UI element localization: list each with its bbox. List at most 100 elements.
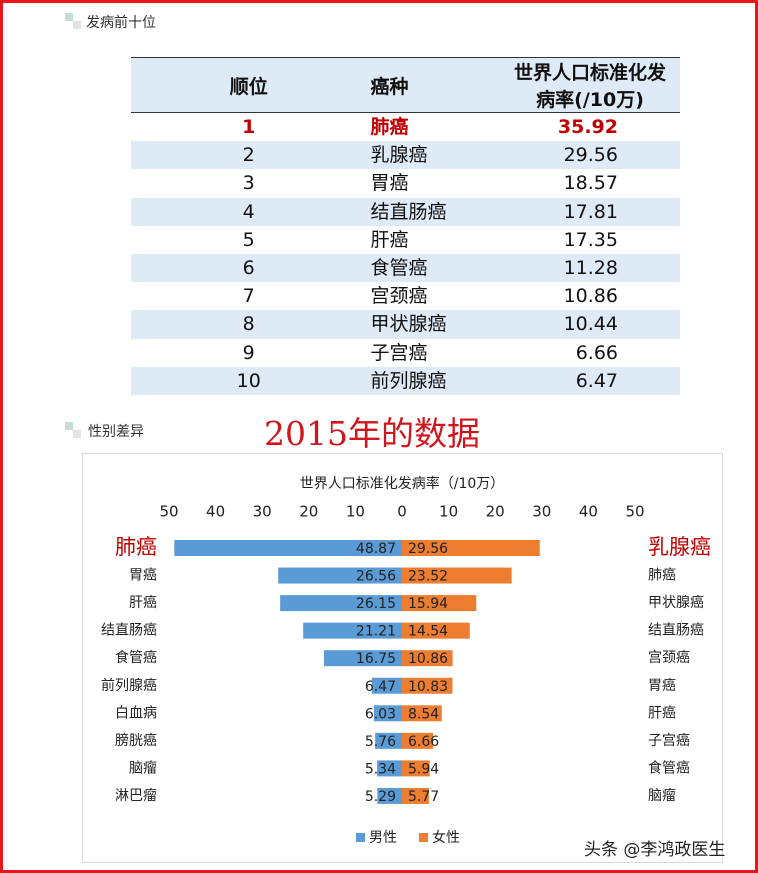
category-label: 结直肠癌 [648, 622, 704, 639]
table-row: 4 结直肠癌 17.81 [131, 197, 680, 226]
category-label: 食管癌 [115, 649, 157, 666]
table-cell: 18.57 [563, 172, 618, 195]
x-tick-label: 40 [579, 503, 598, 521]
value-label: 5.77 [408, 789, 439, 805]
value-label: 6.03 [365, 706, 396, 722]
value-label: 6.66 [408, 734, 439, 750]
section-title: 发病前十位 [86, 15, 156, 31]
category-label: 食管癌 [648, 759, 690, 776]
bar [174, 540, 402, 556]
table-row: 2 乳腺癌 29.56 [131, 141, 680, 170]
category-label: 白血病 [115, 705, 157, 721]
value-label: 48.87 [356, 541, 396, 557]
category-label: 肝癌 [648, 705, 676, 721]
table-row: 6 食管癌 11.28 [131, 253, 680, 283]
header-cell: 世界人口标准化发病率(/10万) [510, 57, 680, 113]
table-row: 8 甲状腺癌 10.44 [131, 310, 680, 339]
bar [402, 567, 512, 584]
value-label: 6.47 [365, 679, 396, 695]
category-label: 膀胱癌 [115, 732, 157, 749]
value-label: 23.52 [408, 569, 448, 585]
x-tick-label: 40 [206, 503, 225, 521]
watermark: 头条 @李鸿政医生 [584, 840, 726, 860]
bar [402, 705, 442, 722]
bar [303, 622, 402, 639]
table-cell: 3 [242, 172, 255, 195]
banner: 2015年的数据 [264, 414, 480, 453]
x-tick-label: 30 [532, 503, 551, 521]
legend-swatch [356, 833, 365, 842]
table-cell: 乳腺癌 [366, 141, 511, 170]
table-cell: 5 [242, 228, 255, 251]
icon [73, 430, 81, 438]
table-row: 9 子宫癌 6.66 [131, 339, 680, 367]
table-cell: 4 [131, 197, 367, 226]
legend-swatch [419, 833, 428, 842]
category-label: 胃癌 [129, 568, 157, 584]
table-cell: 10.86 [563, 285, 618, 308]
bar [402, 787, 429, 804]
table-row: 1 肺癌 35.92 [131, 113, 680, 142]
bar [278, 567, 402, 584]
bar [402, 677, 453, 694]
category-label: 肺癌 [648, 568, 676, 584]
icon [65, 422, 73, 430]
bar [377, 787, 402, 804]
header-cell: 癌种 [366, 57, 511, 113]
value-label: 5.34 [365, 761, 396, 777]
bar [402, 595, 477, 612]
value-label: 10.86 [408, 651, 448, 667]
table-cell: 10.44 [510, 310, 680, 339]
table-cell: 结直肠癌 [366, 197, 511, 226]
value-label: 21.21 [356, 624, 396, 640]
category-label: 脑瘤 [648, 787, 676, 804]
bar [371, 677, 402, 694]
table-cell: 29.56 [510, 141, 680, 170]
category-label: 乳腺癌 [648, 535, 711, 559]
table-cell: 子宫癌 [370, 341, 428, 364]
value-label: 10.83 [408, 679, 448, 695]
table-cell: 35.92 [557, 116, 618, 139]
value-label: 29.56 [408, 541, 448, 557]
legend-label: 男性 [369, 830, 397, 846]
table-cell: 6.47 [510, 366, 680, 395]
table-cell: 11.28 [510, 253, 680, 283]
table-cell: 2 [131, 141, 367, 170]
x-tick-label: 30 [253, 503, 272, 521]
table-cell: 17.35 [563, 228, 618, 251]
table-cell: 9 [242, 341, 255, 364]
x-tick-label: 50 [159, 503, 178, 521]
x-tick-label: 50 [625, 503, 644, 521]
icon [73, 21, 81, 29]
table-row: 7 宫颈癌 10.86 [131, 282, 680, 310]
table-cell: 宫颈癌 [370, 285, 428, 308]
category-label: 甲状腺癌 [648, 595, 704, 611]
x-tick-label: 20 [486, 503, 505, 521]
icon [65, 13, 73, 21]
table-cell: 8 [131, 310, 367, 339]
table-cell: 食管癌 [366, 253, 511, 283]
x-tick-label: 10 [439, 503, 458, 521]
table-cell: 1 [242, 116, 256, 139]
category-label: 肺癌 [115, 535, 157, 559]
value-label: 15.94 [408, 596, 448, 612]
table-cell: 前列腺癌 [366, 366, 511, 395]
category-label: 子宫癌 [648, 733, 690, 749]
value-label: 16.75 [356, 651, 396, 667]
bar [280, 595, 402, 612]
value-label: 26.56 [356, 569, 396, 585]
category-label: 肝癌 [129, 595, 157, 611]
value-label: 5.29 [365, 789, 396, 805]
section-title: 性别差异 [88, 424, 144, 440]
table-cell: 7 [242, 285, 255, 308]
table-row: 10 前列腺癌 6.47 [131, 366, 680, 395]
table-row: 3 胃癌 18.57 [131, 169, 680, 197]
bar [377, 760, 402, 777]
bar [402, 760, 430, 777]
table-cell: 肝癌 [370, 228, 409, 251]
bar [323, 650, 402, 667]
bar [402, 622, 470, 639]
